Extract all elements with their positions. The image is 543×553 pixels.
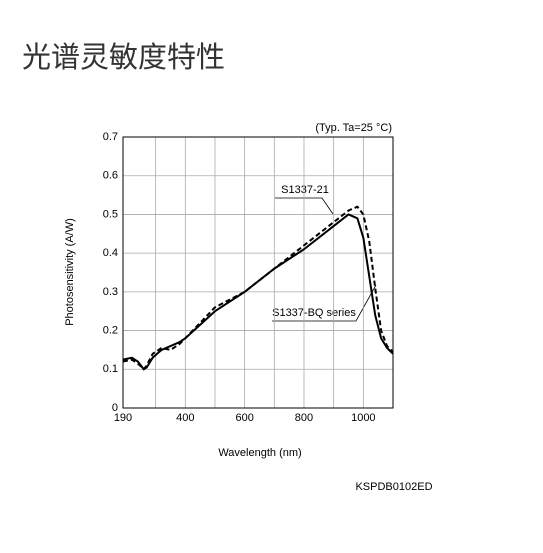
x-axis-label: Wavelength (nm) <box>218 447 301 459</box>
x-tick-label: 190 <box>114 412 132 424</box>
y-tick-label: 0.7 <box>103 131 118 143</box>
note: (Typ. Ta=25 °C) <box>315 122 392 134</box>
code: KSPDB0102ED <box>355 481 432 493</box>
series-label: S1337-BQ series <box>272 307 356 319</box>
series-label: S1337-21 <box>281 184 329 196</box>
y-tick-label: 0.6 <box>103 170 118 182</box>
y-tick-label: 0.3 <box>103 286 118 298</box>
plot-frame <box>122 136 394 409</box>
y-tick-label: 0.1 <box>103 363 118 375</box>
x-tick-label: 600 <box>235 412 253 424</box>
page-title: 光谱灵敏度特性 <box>22 40 226 74</box>
x-tick-label: 400 <box>176 412 194 424</box>
y-tick-label: 0 <box>112 402 118 414</box>
y-tick-label: 0.4 <box>103 247 118 259</box>
y-tick-label: 0.2 <box>103 324 118 336</box>
x-tick-label: 1000 <box>351 412 375 424</box>
leader-line <box>275 197 334 215</box>
leader-line <box>272 284 377 322</box>
y-axis-label: Photosensitivity (A/W) <box>64 218 76 326</box>
y-tick-label: 0.5 <box>103 208 118 220</box>
x-tick-label: 800 <box>295 412 313 424</box>
series-line <box>122 205 394 371</box>
